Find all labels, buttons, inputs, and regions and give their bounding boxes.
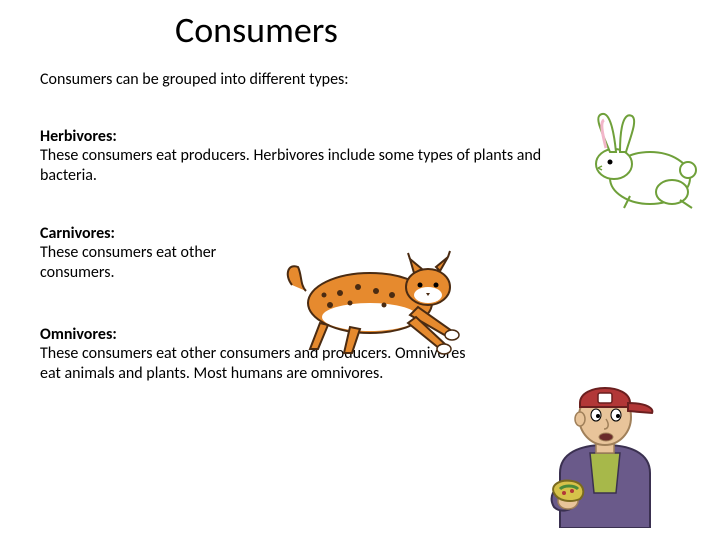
rabbit-icon <box>580 108 710 218</box>
page-title: Consumers <box>0 0 720 52</box>
herbivores-body: These consumers eat producers. Herbivore… <box>40 146 560 186</box>
intro-text: Consumers can be grouped into different … <box>0 70 720 89</box>
lynx-icon <box>280 245 470 365</box>
carnivores-title: Carnivores: <box>40 224 720 243</box>
carnivores-body: These consumers eat other consumers. <box>40 243 270 283</box>
human-eating-icon <box>530 363 680 528</box>
